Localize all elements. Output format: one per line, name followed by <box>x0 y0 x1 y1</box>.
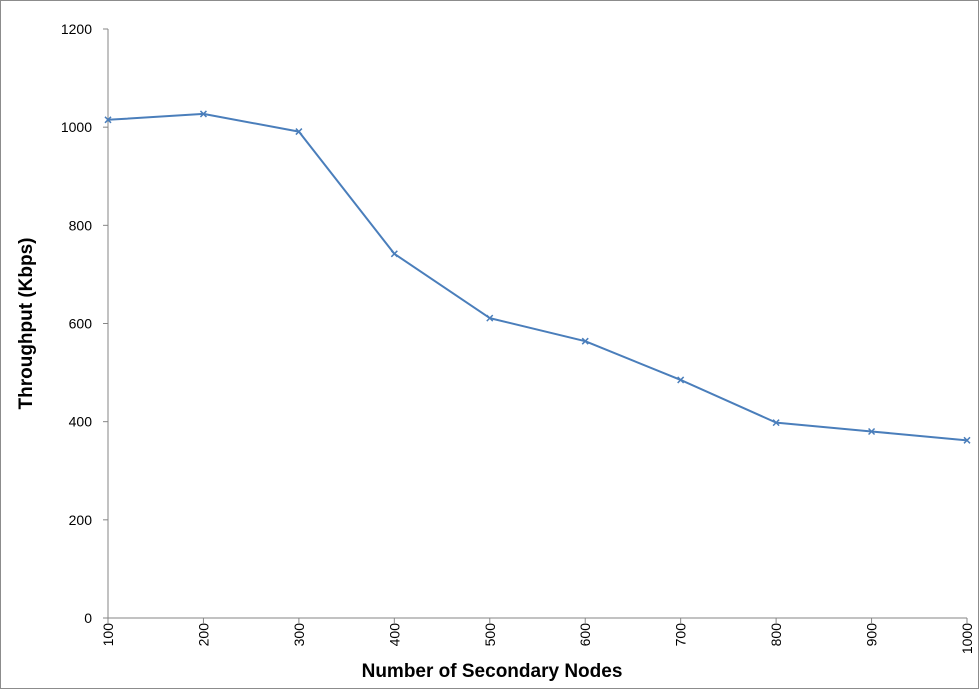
y-tick-label: 200 <box>69 512 93 528</box>
x-tick-label: 600 <box>577 623 593 647</box>
x-axis: 100 200 300 400 500 600 700 800 900 1000 <box>100 617 975 654</box>
y-tick-label: 600 <box>69 316 93 332</box>
x-tick-label: 400 <box>386 623 402 647</box>
data-point-marker <box>295 128 303 136</box>
y-tick-label: 800 <box>69 217 93 233</box>
x-tick-label: 200 <box>195 623 211 647</box>
y-tick-label: 0 <box>84 610 92 626</box>
x-tick-label: 800 <box>768 623 784 647</box>
x-tick-label: 100 <box>100 623 116 647</box>
data-point-marker <box>104 116 112 124</box>
data-point-marker <box>199 110 207 118</box>
y-axis-title: Throughput (Kbps) <box>16 237 37 409</box>
data-point-marker <box>390 250 398 258</box>
data-point-marker <box>677 376 685 384</box>
y-tick-label: 1000 <box>61 119 92 135</box>
data-point-marker <box>772 419 780 427</box>
x-tick-label: 900 <box>864 623 880 647</box>
data-point-marker <box>581 337 589 345</box>
x-axis-title: Number of Secondary Nodes <box>362 661 623 682</box>
y-tick-label: 1200 <box>61 21 92 37</box>
data-point-marker <box>868 427 876 436</box>
y-tick-label: 400 <box>69 414 93 430</box>
y-axis: 0 200 400 600 800 1000 1200 <box>61 21 109 626</box>
series-layer <box>104 110 971 444</box>
data-point-marker <box>486 314 494 322</box>
x-tick-label: 700 <box>673 623 689 647</box>
data-point-marker <box>963 436 971 444</box>
x-tick-label: 300 <box>291 623 307 647</box>
series-line <box>107 112 968 442</box>
x-tick-label: 500 <box>482 623 498 647</box>
x-tick-label: 1000 <box>959 623 975 654</box>
